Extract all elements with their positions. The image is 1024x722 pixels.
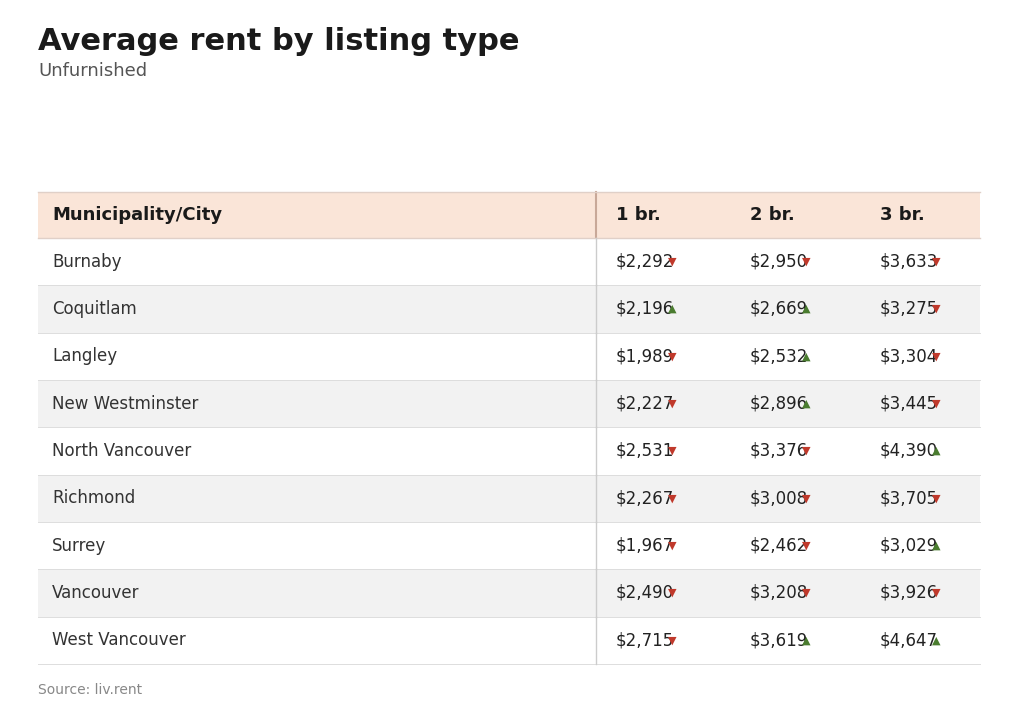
Text: $2,715: $2,715 [616,631,674,649]
Bar [38,522,980,570]
Text: Surrey: Surrey [52,536,106,554]
Text: Burnaby: Burnaby [52,253,122,271]
Text: ▼: ▼ [802,541,811,551]
Text: ▲: ▲ [802,352,811,361]
Text: Source: liv.rent: Source: liv.rent [38,683,142,697]
Text: West Vancouver: West Vancouver [52,631,185,649]
Text: ▼: ▼ [668,399,677,409]
Text: ▼: ▼ [668,588,677,598]
Text: $3,705: $3,705 [880,490,938,508]
Text: ▲: ▲ [802,635,811,645]
Text: Coquitlam: Coquitlam [52,300,137,318]
Text: Municipality/City: Municipality/City [52,206,222,224]
Text: ▼: ▼ [932,352,940,361]
Bar [38,192,980,238]
Text: Average rent by listing type: Average rent by listing type [38,27,519,56]
Text: ▼: ▼ [802,256,811,266]
Text: $2,462: $2,462 [750,536,808,554]
Text: ▼: ▼ [932,493,940,503]
Text: $3,376: $3,376 [750,442,808,460]
Text: ▲: ▲ [932,635,940,645]
Text: ▼: ▼ [932,304,940,314]
Text: $2,490: $2,490 [616,584,674,602]
Text: 2 br.: 2 br. [750,206,795,224]
Text: ▲: ▲ [802,304,811,314]
Bar [38,427,980,474]
Text: ▲: ▲ [932,541,940,551]
Bar [38,570,980,617]
Text: $2,896: $2,896 [750,395,808,413]
Text: $2,531: $2,531 [616,442,675,460]
Text: North Vancouver: North Vancouver [52,442,191,460]
Text: $2,227: $2,227 [616,395,675,413]
Text: ▼: ▼ [802,446,811,456]
Text: Vancouver: Vancouver [52,584,139,602]
Text: Unfurnished: Unfurnished [38,62,147,80]
Text: ▼: ▼ [932,588,940,598]
Text: ▼: ▼ [668,541,677,551]
Text: 1 br.: 1 br. [616,206,660,224]
Text: $3,029: $3,029 [880,536,938,554]
Text: $3,633: $3,633 [880,253,938,271]
Text: ▼: ▼ [668,493,677,503]
Text: $3,008: $3,008 [750,490,808,508]
Text: $3,619: $3,619 [750,631,808,649]
Text: ▲: ▲ [932,446,940,456]
Bar [38,238,980,285]
Text: ▼: ▼ [668,256,677,266]
Text: $3,208: $3,208 [750,584,808,602]
Bar [38,285,980,333]
Text: ▼: ▼ [932,256,940,266]
Bar [38,380,980,427]
Text: ▼: ▼ [668,446,677,456]
Text: ▲: ▲ [802,399,811,409]
Text: $3,304: $3,304 [880,347,938,365]
Text: $2,950: $2,950 [750,253,808,271]
Text: ▼: ▼ [932,399,940,409]
Text: Langley: Langley [52,347,117,365]
Text: ▲: ▲ [668,304,677,314]
Text: New Westminster: New Westminster [52,395,199,413]
Text: Richmond: Richmond [52,490,135,508]
Text: ▼: ▼ [802,493,811,503]
Text: ▼: ▼ [802,588,811,598]
Text: $2,669: $2,669 [750,300,808,318]
Text: ▼: ▼ [668,352,677,361]
Text: 3 br.: 3 br. [880,206,925,224]
Text: $1,967: $1,967 [616,536,674,554]
Text: $2,196: $2,196 [616,300,674,318]
Text: $4,647: $4,647 [880,631,938,649]
Text: $4,390: $4,390 [880,442,938,460]
Text: $1,989: $1,989 [616,347,674,365]
Text: $3,445: $3,445 [880,395,938,413]
Bar [38,474,980,522]
Text: ▼: ▼ [668,635,677,645]
Text: $3,926: $3,926 [880,584,938,602]
Text: $2,267: $2,267 [616,490,674,508]
Text: $2,292: $2,292 [616,253,675,271]
Text: $3,275: $3,275 [880,300,938,318]
Bar [38,617,980,664]
Bar [38,333,980,380]
Text: $2,532: $2,532 [750,347,808,365]
